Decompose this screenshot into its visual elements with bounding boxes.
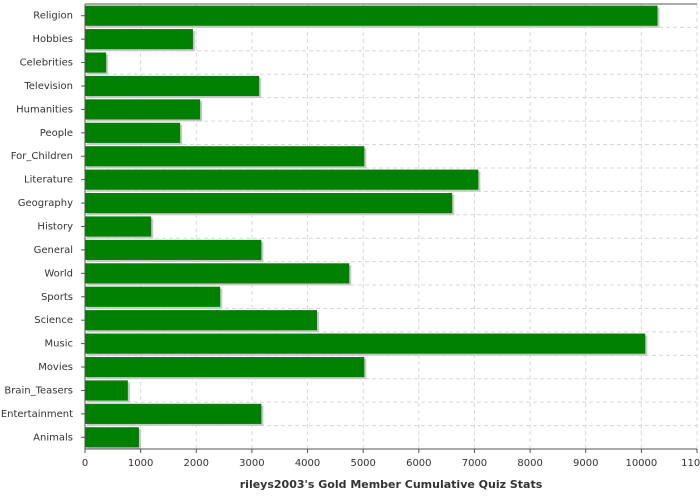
y-tick-label: Television (23, 81, 73, 92)
bar (85, 380, 128, 401)
bar (85, 99, 201, 120)
y-tick-label: Music (45, 339, 73, 350)
x-tick-label: 8000 (517, 458, 542, 469)
y-tick-label: Hobbies (33, 34, 73, 45)
bar (85, 286, 221, 307)
bar (85, 52, 107, 73)
y-tick-label: History (37, 222, 73, 233)
y-tick-label: Animals (33, 432, 73, 443)
y-tick-label: Celebrities (20, 58, 73, 69)
bar (85, 216, 152, 237)
bar (85, 239, 262, 260)
x-tick-label: 9000 (573, 458, 598, 469)
y-tick-label: For_Children (11, 151, 73, 162)
bar (85, 356, 365, 378)
x-tick-label: 11000 (681, 458, 700, 469)
bar (85, 193, 453, 214)
bar (85, 403, 262, 424)
bar (85, 122, 181, 143)
y-tick-label: Humanities (16, 104, 73, 115)
bar (85, 146, 365, 167)
bar (85, 29, 193, 50)
bar (85, 333, 646, 354)
y-tick-label: Sports (41, 292, 73, 303)
y-tick-label: Science (34, 315, 73, 326)
bar (85, 5, 658, 26)
x-tick-label: 4000 (295, 458, 320, 469)
y-tick-label: Movies (38, 362, 73, 373)
bar (85, 427, 139, 448)
bar (85, 75, 260, 97)
y-tick-label: Religion (33, 11, 73, 22)
bar (85, 263, 350, 284)
y-tick-label: People (40, 128, 73, 139)
y-tick-label: Brain_Teasers (4, 385, 73, 396)
chart-title: rileys2003's Gold Member Cumulative Quiz… (240, 478, 543, 491)
y-tick-label: Entertainment (1, 409, 73, 420)
x-tick-label: 0 (82, 458, 88, 469)
y-tick-label: General (34, 245, 73, 256)
x-tick-label: 1000 (128, 458, 153, 469)
x-tick-label: 5000 (350, 458, 375, 469)
x-tick-label: 6000 (406, 458, 431, 469)
x-tick-label: 3000 (239, 458, 264, 469)
plot-area (85, 4, 697, 449)
x-tick-label: 10000 (625, 458, 657, 469)
bar (85, 169, 479, 190)
x-tick-label: 2000 (184, 458, 209, 469)
y-tick-label: World (44, 268, 73, 279)
x-tick-label: 7000 (462, 458, 487, 469)
bar (85, 310, 318, 331)
y-tick-label: Literature (24, 175, 73, 186)
y-tick-label: Geography (18, 198, 73, 209)
